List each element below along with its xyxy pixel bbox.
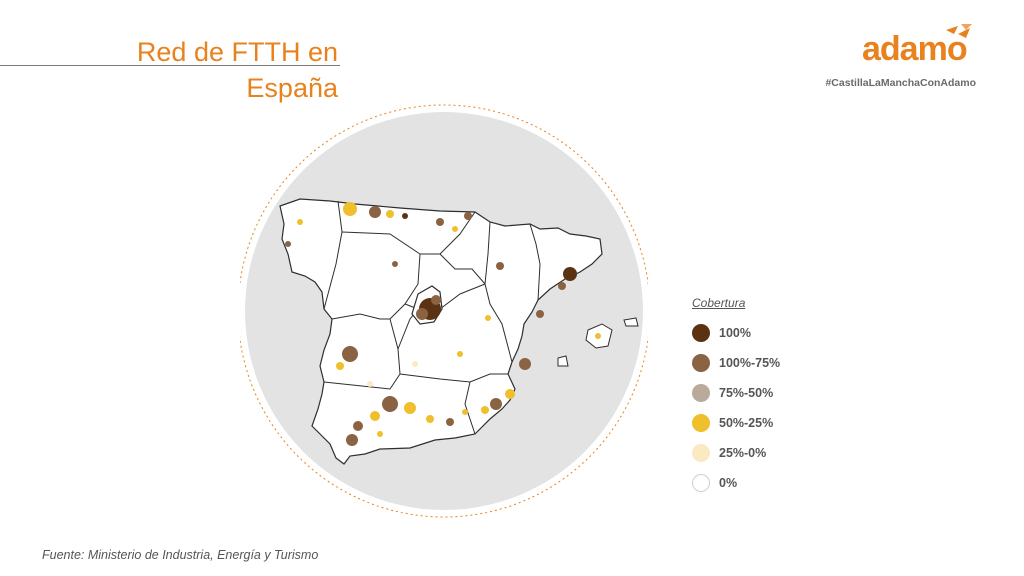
balearic-menorca bbox=[623, 317, 639, 327]
legend: Cobertura 100% 100%-75% 75%-50% 50%-25% 25%-… bbox=[692, 296, 780, 504]
balearic-ibiza bbox=[557, 355, 569, 367]
legend-swatch bbox=[692, 414, 710, 432]
legend-label: 100%-75% bbox=[719, 356, 781, 370]
legend-swatch bbox=[692, 444, 710, 462]
legend-title: Cobertura bbox=[692, 296, 746, 310]
peninsula-outline bbox=[279, 198, 603, 465]
coverage-map bbox=[237, 104, 651, 518]
legend-item: 100% bbox=[692, 324, 751, 342]
legend-swatch bbox=[692, 354, 710, 372]
region-borders bbox=[323, 200, 541, 435]
adamo-bird-logo-icon bbox=[946, 24, 972, 38]
legend-label: 25%-0% bbox=[719, 446, 767, 460]
source-note: Fuente: Ministerio de Industria, Energía… bbox=[42, 548, 319, 562]
legend-item: 50%-25% bbox=[692, 414, 773, 432]
title-line-2: España bbox=[246, 73, 338, 103]
legend-item: 25%-0% bbox=[692, 444, 766, 462]
legend-label: 50%-25% bbox=[719, 416, 774, 430]
legend-item: 75%-50% bbox=[692, 384, 773, 402]
title-line-1: Red de FTTH en bbox=[136, 37, 338, 67]
legend-item: 100%-75% bbox=[692, 354, 780, 372]
brand-name: adamo bbox=[862, 30, 968, 68]
legend-label: 100% bbox=[719, 326, 751, 340]
legend-swatch bbox=[692, 474, 710, 492]
coverage-patches bbox=[285, 202, 601, 446]
hashtag: #CastillaLaManchaConAdamo bbox=[825, 77, 976, 89]
legend-swatch bbox=[692, 384, 710, 402]
title-rule bbox=[0, 65, 340, 66]
page-title: Red de FTTH en España bbox=[137, 34, 338, 106]
spain-map-svg bbox=[237, 104, 651, 518]
legend-label: 75%-50% bbox=[719, 386, 774, 400]
legend-item: 0% bbox=[692, 474, 745, 492]
legend-label: 0% bbox=[719, 476, 738, 490]
legend-swatch bbox=[692, 324, 710, 342]
